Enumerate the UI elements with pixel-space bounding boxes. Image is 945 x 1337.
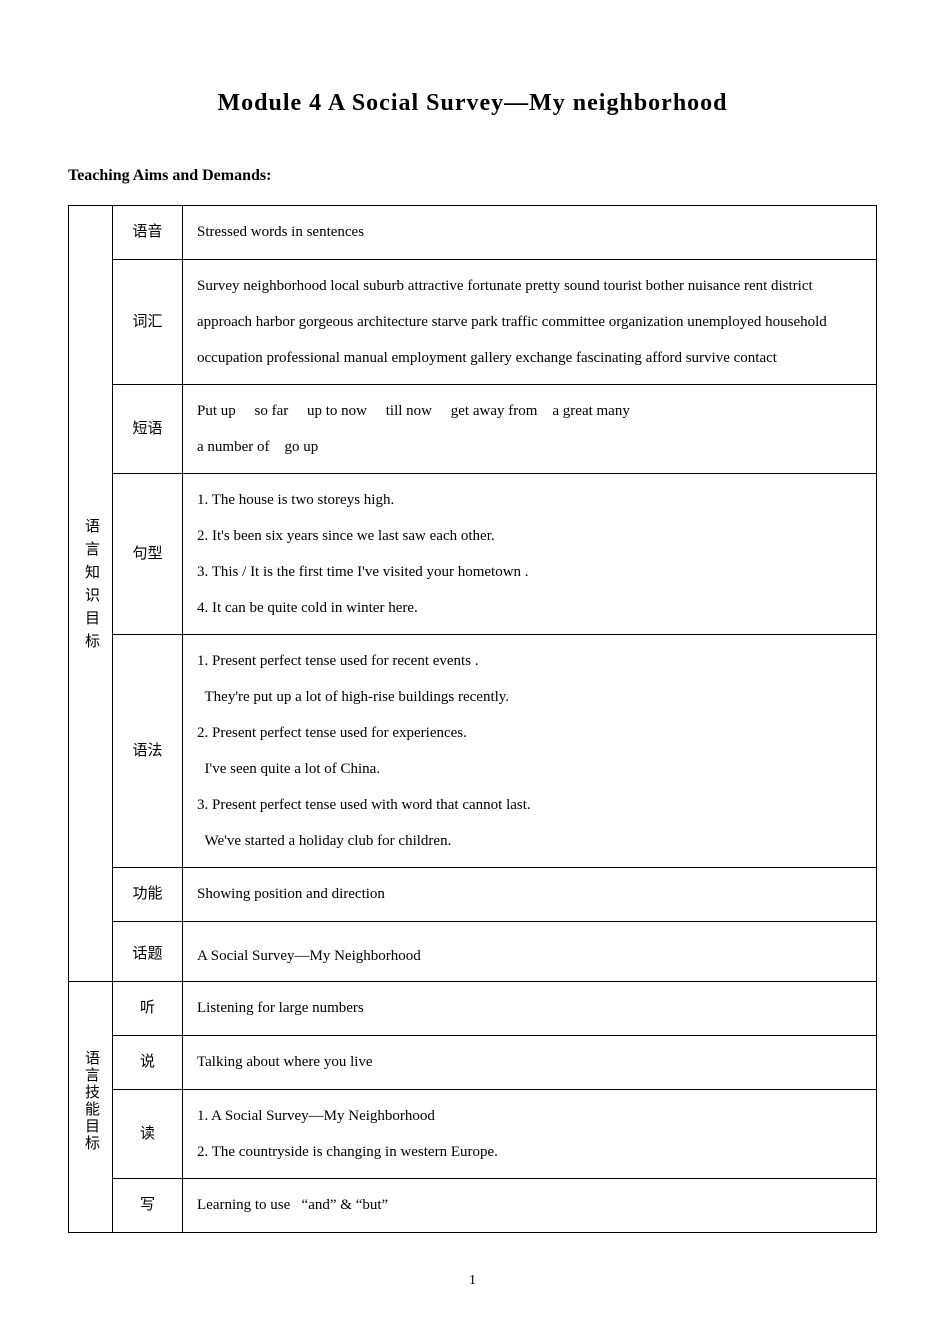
category-vocabulary: 词汇 [113, 260, 183, 385]
content-speaking: Talking about where you live [183, 1036, 877, 1090]
category-sentence-patterns: 句型 [113, 474, 183, 635]
category-reading: 读 [113, 1090, 183, 1179]
content-vocabulary: Survey neighborhood local suburb attract… [183, 260, 877, 385]
category-speaking: 说 [113, 1036, 183, 1090]
phrase-line: a number of go up [197, 429, 862, 465]
section-header-skills: 语言技能目标 [69, 982, 113, 1233]
content-writing: Learning to use “and” & “but” [183, 1179, 877, 1233]
content-phonetics: Stressed words in sentences [183, 206, 877, 260]
table-row: 语言知识目标 语音 Stressed words in sentences [69, 206, 877, 260]
grammar-line: 1. Present perfect tense used for recent… [197, 643, 862, 679]
category-phrases: 短语 [113, 385, 183, 474]
teaching-aims-table: 语言知识目标 语音 Stressed words in sentences 词汇… [68, 205, 877, 1233]
page-number: 1 [0, 1273, 945, 1289]
grammar-line: I've seen quite a lot of China. [197, 751, 862, 787]
table-row: 语法 1. Present perfect tense used for rec… [69, 635, 877, 868]
section-header-knowledge: 语言知识目标 [69, 206, 113, 982]
table-row: 短语 Put up so far up to now till now get … [69, 385, 877, 474]
table-row: 语言技能目标 听 Listening for large numbers [69, 982, 877, 1036]
table-row: 话题 A Social Survey—My Neighborhood [69, 922, 877, 982]
category-function: 功能 [113, 868, 183, 922]
content-listening: Listening for large numbers [183, 982, 877, 1036]
content-function: Showing position and direction [183, 868, 877, 922]
table-row: 句型 1. The house is two storeys high. 2. … [69, 474, 877, 635]
subtitle: Teaching Aims and Demands: [68, 167, 877, 185]
grammar-line: 3. Present perfect tense used with word … [197, 787, 862, 823]
page-title: Module 4 A Social Survey—My neighborhood [68, 90, 877, 117]
content-topic: A Social Survey—My Neighborhood [183, 922, 877, 982]
reading-line: 1. A Social Survey—My Neighborhood [197, 1098, 862, 1134]
content-phrases: Put up so far up to now till now get awa… [183, 385, 877, 474]
category-listening: 听 [113, 982, 183, 1036]
content-grammar: 1. Present perfect tense used for recent… [183, 635, 877, 868]
table-row: 说 Talking about where you live [69, 1036, 877, 1090]
document-page: Module 4 A Social Survey—My neighborhood… [0, 0, 945, 1337]
category-grammar: 语法 [113, 635, 183, 868]
pattern-line: 3. This / It is the first time I've visi… [197, 554, 862, 590]
table-row: 写 Learning to use “and” & “but” [69, 1179, 877, 1233]
pattern-line: 2. It's been six years since we last saw… [197, 518, 862, 554]
category-topic: 话题 [113, 922, 183, 982]
content-reading: 1. A Social Survey—My Neighborhood 2. Th… [183, 1090, 877, 1179]
pattern-line: 4. It can be quite cold in winter here. [197, 590, 862, 626]
table-row: 词汇 Survey neighborhood local suburb attr… [69, 260, 877, 385]
content-sentence-patterns: 1. The house is two storeys high. 2. It'… [183, 474, 877, 635]
category-writing: 写 [113, 1179, 183, 1233]
category-phonetics: 语音 [113, 206, 183, 260]
table-row: 功能 Showing position and direction [69, 868, 877, 922]
phrase-line: Put up so far up to now till now get awa… [197, 393, 862, 429]
table-row: 读 1. A Social Survey—My Neighborhood 2. … [69, 1090, 877, 1179]
grammar-line: We've started a holiday club for childre… [197, 823, 862, 859]
grammar-line: They're put up a lot of high-rise buildi… [197, 679, 862, 715]
pattern-line: 1. The house is two storeys high. [197, 482, 862, 518]
grammar-line: 2. Present perfect tense used for experi… [197, 715, 862, 751]
reading-line: 2. The countryside is changing in wester… [197, 1134, 862, 1170]
